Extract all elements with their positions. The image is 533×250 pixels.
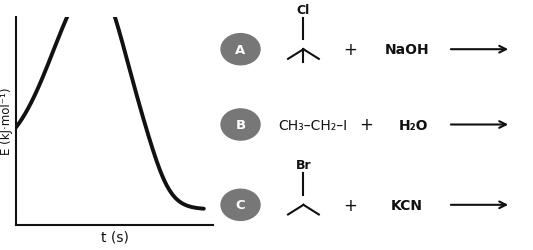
Text: CH₃–CH₂–I: CH₃–CH₂–I [278,118,348,132]
Text: C: C [236,198,245,211]
Text: NaOH: NaOH [385,43,430,57]
Y-axis label: E (kJ·mol⁻¹): E (kJ·mol⁻¹) [0,88,13,155]
X-axis label: t (s): t (s) [101,229,128,243]
Text: KCN: KCN [391,198,423,212]
Text: Br: Br [296,158,311,172]
Text: +: + [359,116,373,134]
Circle shape [221,34,260,66]
Text: +: + [344,196,358,214]
Text: Cl: Cl [297,4,310,16]
Text: +: + [344,41,358,59]
Circle shape [221,110,260,140]
Circle shape [221,190,260,220]
Text: A: A [236,44,246,57]
Text: B: B [236,118,246,132]
Text: H₂O: H₂O [399,118,428,132]
